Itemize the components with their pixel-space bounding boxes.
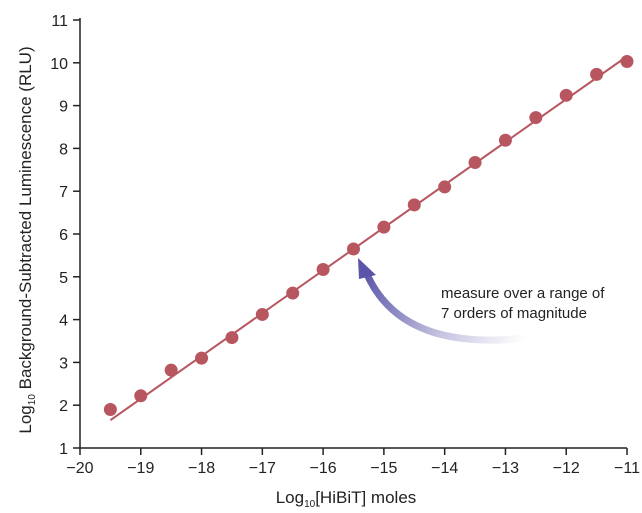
y-tick-label: 3 [59,355,68,372]
annotation-arrow-shaft [362,268,529,344]
x-tick-label: −11 [614,460,640,477]
data-point [377,220,391,234]
x-tick-label: −16 [310,460,337,477]
data-point [590,67,604,81]
y-axis-title: Log10 Background-Subtracted Luminescence… [16,46,38,433]
data-point [255,307,269,321]
data-point [498,133,512,147]
x-tick-label: −13 [492,460,519,477]
y-tick-label: 8 [59,141,68,158]
annotation-text: measure over a range of 7 orders of magn… [441,285,609,322]
data-point [225,331,239,345]
y-tick-label: 2 [59,398,68,415]
annotation-arrow-head [358,258,376,279]
x-axis-title: Log10[HiBiT] moles [276,488,417,510]
y-tick-label: 7 [59,184,68,201]
y-tick-label: 1 [59,441,68,458]
x-tick-label: −15 [370,460,397,477]
y-tick-label: 9 [59,99,68,116]
y-tick-label: 10 [50,56,68,73]
fit-line [109,55,628,421]
data-point [164,363,178,377]
data-point [438,180,452,194]
y-tick-label: 11 [51,13,68,30]
x-tick-label: −14 [431,460,458,477]
y-tick-label: 4 [59,313,68,330]
data-point [134,389,148,403]
data-point [316,263,330,277]
data-point [529,111,543,125]
x-ticks: −20 −19 −18 −17 −16 −15 −14 −13 −12 −11 [66,448,640,477]
data-point [468,156,482,170]
x-tick-label: −17 [249,460,276,477]
x-tick-label: −18 [188,460,215,477]
fit-layer [109,55,628,421]
data-point [620,55,634,69]
y-tick-label: 5 [59,270,68,287]
y-ticks: 1 2 3 4 5 6 7 8 9 10 11 [50,13,80,458]
y-tick-label: 6 [59,227,68,244]
x-tick-label: −12 [553,460,580,477]
data-point [407,198,421,212]
data-point [559,88,573,102]
data-point [286,286,300,300]
data-point [195,351,209,365]
data-point [103,402,117,416]
x-tick-label: −19 [127,460,154,477]
x-tick-label: −20 [66,460,93,477]
data-point [347,242,360,256]
points-layer [103,55,634,416]
